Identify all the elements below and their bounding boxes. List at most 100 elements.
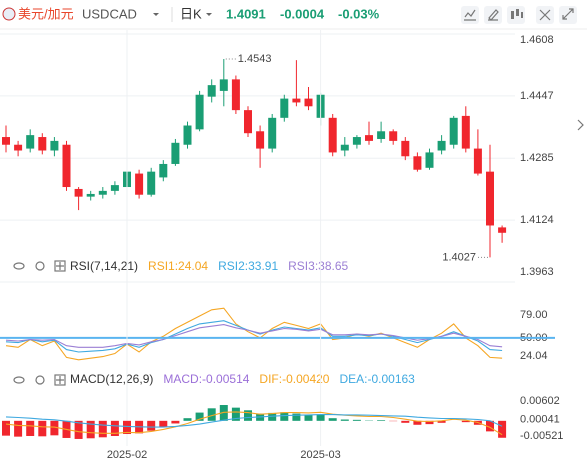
candle-body xyxy=(425,152,434,168)
candle-body xyxy=(159,163,168,178)
histogram-bar xyxy=(147,420,156,431)
collapse-arrow[interactable] xyxy=(577,119,584,131)
histogram-bar xyxy=(171,420,180,424)
candle-body xyxy=(377,131,386,139)
candle-body xyxy=(449,117,458,145)
candle-body xyxy=(207,85,216,97)
histogram-bar xyxy=(280,412,289,421)
candle-body xyxy=(2,137,10,145)
legend-entry: RSI3:38.65 xyxy=(288,259,348,273)
symbol-name[interactable]: 美元/加元 xyxy=(18,6,74,21)
legend-entry: MACD:-0.00514 xyxy=(163,372,249,386)
indicator-line xyxy=(5,414,503,428)
histogram-bar xyxy=(231,407,240,421)
gear-icon[interactable] xyxy=(35,375,45,385)
histogram-bar xyxy=(304,414,313,421)
candle-body xyxy=(231,79,240,111)
eye-icon[interactable] xyxy=(13,376,25,384)
eye-icon[interactable] xyxy=(13,262,25,270)
histogram-bar xyxy=(123,420,131,435)
price-change: -0.0004 xyxy=(280,6,325,21)
dropdown-arrow[interactable] xyxy=(206,13,212,16)
histogram-bar xyxy=(14,420,23,437)
histogram-bar xyxy=(486,420,494,432)
fullscreen-button[interactable] xyxy=(559,6,577,24)
candle-body xyxy=(171,142,180,164)
legend-entry: DIF:-0.00420 xyxy=(259,372,329,386)
candle-body xyxy=(38,137,47,151)
dropdown-arrow[interactable] xyxy=(153,13,159,16)
candle-body xyxy=(135,173,144,195)
histogram-bar xyxy=(159,420,168,428)
candle-body xyxy=(498,227,507,233)
candle-body xyxy=(328,117,337,153)
candle-body xyxy=(256,131,265,149)
histogram-bar xyxy=(110,420,119,436)
y-tick-label: 0.00041 xyxy=(520,413,560,425)
histogram-bar xyxy=(377,420,386,421)
max-label: 1.4543 xyxy=(238,53,272,65)
histogram-bar xyxy=(26,420,35,436)
candle-body xyxy=(268,117,277,149)
candle-body xyxy=(401,140,410,157)
candle-body xyxy=(98,190,107,195)
icon xyxy=(56,376,64,384)
candle-body xyxy=(413,156,422,170)
icon xyxy=(56,262,64,270)
legend-entry: DEA:-0.00163 xyxy=(339,372,415,386)
menu-icon[interactable] xyxy=(54,260,66,272)
histogram-bar xyxy=(401,420,410,423)
icon xyxy=(464,9,476,21)
draw-button[interactable] xyxy=(484,6,502,24)
candle-body xyxy=(50,140,59,151)
candle-body xyxy=(473,148,482,174)
indicator-title: RSI(7,14,21) xyxy=(70,259,138,273)
candle-body xyxy=(352,137,361,145)
candle-body xyxy=(244,110,252,134)
period[interactable]: 日K xyxy=(180,6,202,21)
candle-body xyxy=(147,171,156,195)
histogram-bar xyxy=(316,414,325,421)
candle-body xyxy=(340,144,349,151)
histogram-bar xyxy=(244,410,252,421)
histogram-bar xyxy=(425,420,434,425)
last-price: 1.4091 xyxy=(226,6,266,21)
histogram-bar xyxy=(328,418,337,421)
flag-icon xyxy=(2,7,16,21)
x-tick-label: 2025-03 xyxy=(300,449,340,461)
legend-entry: RSI2:33.91 xyxy=(218,259,278,273)
candle-body xyxy=(461,115,470,149)
histogram-bar xyxy=(86,420,95,439)
menu-icon[interactable] xyxy=(54,374,66,386)
histogram-bar xyxy=(2,420,10,436)
candle-body xyxy=(219,79,228,91)
candle-body xyxy=(110,185,119,191)
indicator-line xyxy=(5,411,503,436)
rsi-header-icons xyxy=(13,260,66,272)
histogram-bar xyxy=(340,419,349,421)
histogram-bar xyxy=(195,412,204,421)
y-tick-label: 79.00 xyxy=(520,309,548,321)
icon xyxy=(539,9,551,21)
y-tick-label: -0.00521 xyxy=(520,430,563,442)
toolbar xyxy=(461,6,577,24)
icon xyxy=(488,9,499,21)
candle-body xyxy=(26,135,35,149)
candle-body xyxy=(365,135,373,141)
y-tick-label: 1.4124 xyxy=(520,214,554,226)
candle-body xyxy=(62,144,71,188)
icon xyxy=(562,8,574,20)
candle-body xyxy=(86,193,95,197)
histogram-bar xyxy=(437,420,446,423)
candle-body xyxy=(389,131,398,141)
histogram-bar xyxy=(461,420,470,423)
y-tick-label: 24.04 xyxy=(520,350,548,362)
candle-body xyxy=(195,94,204,130)
indicator-line xyxy=(5,324,503,348)
histogram-bar xyxy=(74,420,83,439)
symbol-code[interactable]: USDCAD xyxy=(82,6,137,21)
gear-icon[interactable] xyxy=(35,261,45,271)
histogram-bar xyxy=(207,408,216,421)
histogram-bar xyxy=(498,420,507,438)
